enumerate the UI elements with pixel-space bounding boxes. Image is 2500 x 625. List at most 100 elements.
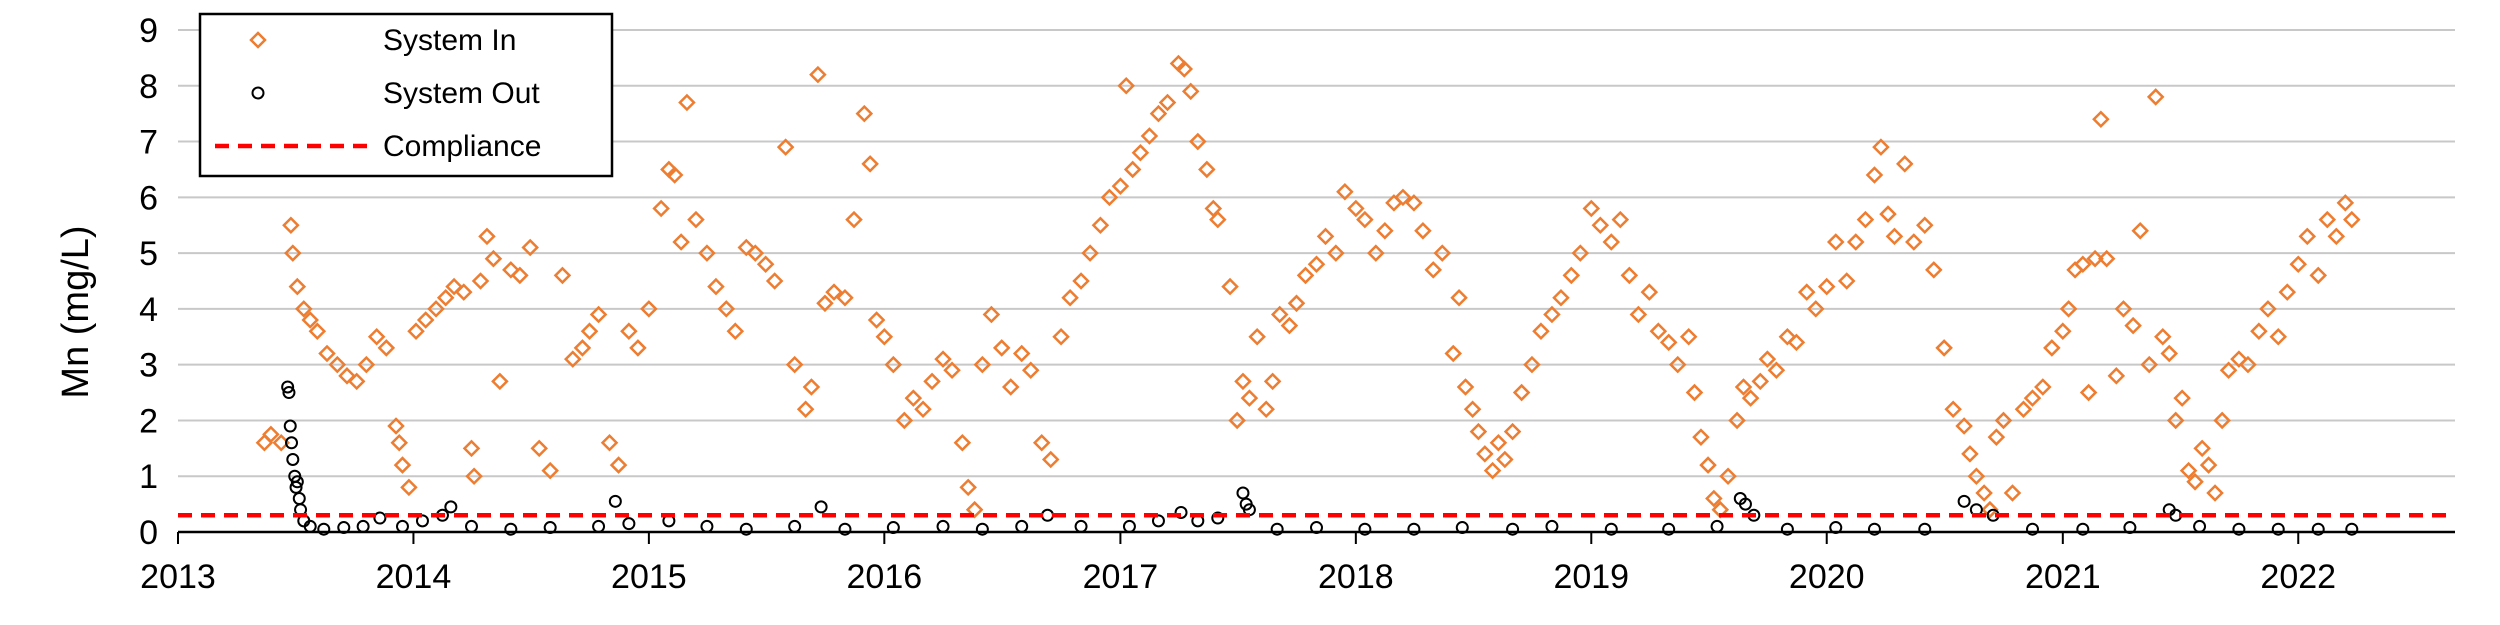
system-in-point [1081, 244, 1099, 262]
legend-box [198, 12, 614, 178]
system-in-point [1741, 389, 1760, 407]
system-in-point [2146, 88, 2165, 106]
legend: System In System Out Compliance [198, 12, 614, 178]
legend-system-in-marker [249, 31, 267, 49]
system-in-point [1463, 400, 1482, 419]
system-out-point [504, 522, 518, 536]
system-in-point [1483, 461, 1502, 480]
system-out-point [1957, 494, 1971, 508]
system-in-point [1280, 316, 1299, 335]
system-in-point [756, 255, 775, 274]
system-in-point [2092, 110, 2110, 129]
system-in-point [357, 355, 376, 374]
y-tick-label: 5 [139, 235, 158, 273]
system-in-point [765, 272, 784, 290]
system-in-point [1685, 383, 1704, 402]
y-tick-label: 9 [139, 12, 158, 50]
system-in-point [2199, 456, 2218, 474]
system-in-point [1503, 422, 1522, 441]
system-in-point [1456, 378, 1475, 396]
system-in-point [1001, 378, 1020, 396]
system-in-point [2154, 328, 2172, 346]
system-in-point [836, 288, 854, 307]
x-tick-label: 2019 [1553, 558, 1629, 596]
system-in-point [1699, 456, 1717, 474]
system-out-point [464, 519, 478, 533]
system-in-point [1123, 160, 1142, 179]
system-in-point [1512, 383, 1531, 402]
system-in-point [1975, 484, 1993, 502]
system-in-point [1523, 355, 1541, 374]
x-tick-label: 2018 [1318, 558, 1394, 596]
system-in-point [1209, 210, 1227, 229]
system-in-point [1659, 333, 1678, 352]
system-in-point [953, 433, 972, 452]
system-in-point [665, 166, 684, 184]
system-in-point [965, 500, 984, 519]
system-in-point [387, 417, 405, 435]
system-in-point [2289, 255, 2308, 274]
system-out-point [2076, 522, 2090, 536]
system-in-point [845, 210, 863, 229]
system-in-point [652, 199, 670, 218]
system-in-point [1719, 467, 1737, 485]
system-in-point [2034, 378, 2052, 396]
system-in-point [1175, 60, 1194, 78]
system-in-point [2259, 300, 2277, 318]
system-out-point [1545, 519, 1559, 533]
system-out-point [395, 519, 409, 533]
system-in-point [1797, 283, 1816, 301]
system-in-point [1734, 378, 1753, 396]
system-in-point [2213, 411, 2231, 430]
system-in-point [1967, 467, 1986, 485]
system-in-point [678, 93, 696, 112]
system-in-point [454, 283, 473, 301]
system-in-point [1640, 283, 1659, 301]
system-in-point [796, 400, 815, 419]
system-in-point [1052, 328, 1070, 346]
system-in-point [1100, 188, 1119, 207]
system-in-point [393, 456, 412, 474]
system-out-point [444, 500, 458, 514]
system-out-point [1236, 486, 1250, 500]
system-in-point [2179, 461, 2198, 480]
system-out-point [2345, 522, 2359, 536]
system-in-point [1444, 344, 1463, 363]
system-out-point [1506, 522, 1520, 536]
system-in-point [1806, 300, 1825, 318]
system-in-point [541, 461, 559, 480]
system-in-point [982, 305, 1001, 324]
system-in-point [746, 244, 765, 262]
system-out-point [1074, 519, 1088, 533]
system-out-point [2271, 522, 2285, 536]
system-in-point [1257, 400, 1275, 419]
legend-system-out-marker [251, 86, 265, 100]
system-in-point [2298, 227, 2317, 246]
system-in-point [1041, 450, 1060, 469]
system-in-point [1925, 261, 1943, 279]
system-in-point [471, 272, 490, 290]
system-in-point [2114, 300, 2133, 318]
system-in-point [1856, 210, 1875, 229]
system-in-point [629, 339, 647, 357]
system-in-point [943, 361, 961, 380]
system-in-point [1955, 417, 1973, 435]
system-in-point [1149, 104, 1168, 123]
x-tick-label: 2016 [847, 558, 923, 596]
system-in-point [1837, 272, 1856, 290]
system-in-point [1240, 389, 1259, 407]
system-in-point [416, 311, 435, 329]
system-in-point [1778, 328, 1797, 346]
x-tick-label: 2015 [611, 558, 687, 596]
system-in-point [407, 322, 425, 340]
system-in-point [1347, 199, 1365, 218]
system-out-point [2193, 519, 2207, 533]
system-out-point [1358, 522, 1372, 536]
system-in-point [816, 294, 834, 313]
system-in-point [776, 138, 795, 156]
system-out-point [838, 522, 852, 536]
system-in-point [1012, 344, 1031, 363]
system-in-point [2309, 266, 2328, 285]
system-in-point [521, 238, 539, 257]
